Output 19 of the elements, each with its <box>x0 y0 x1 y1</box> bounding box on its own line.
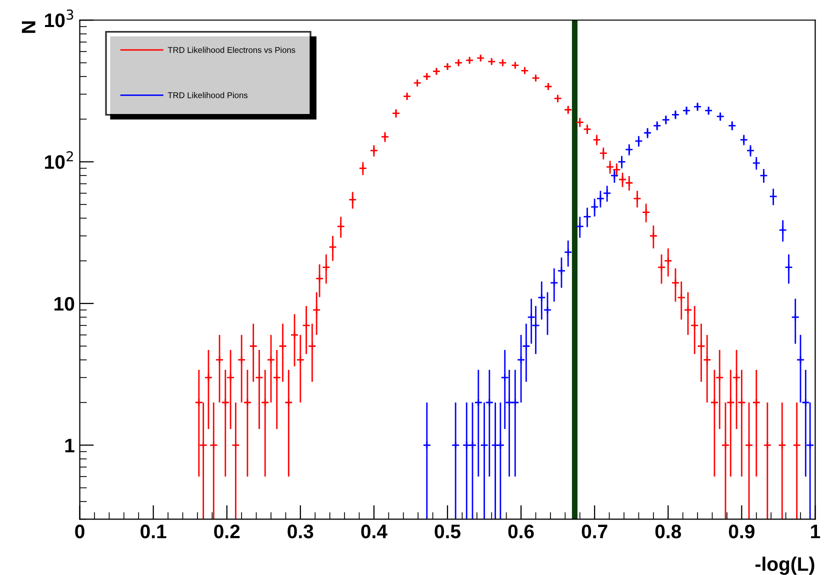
x-tick-label: 0.7 <box>582 524 608 538</box>
x-axis-title: -log(L) <box>756 556 814 575</box>
x-tick-label: 0.8 <box>655 524 682 538</box>
y-axis-title: N <box>22 21 36 33</box>
x-tick-label: 0.9 <box>728 524 754 538</box>
y-tick-label: 1 <box>65 438 74 452</box>
y-tick-label: 10$^{3}$ <box>45 9 74 28</box>
legend-label: TRD Likelihood Electrons vs Pions <box>168 46 296 53</box>
legend-label: TRD Likelihood Pions <box>168 92 248 98</box>
x-tick-label: 0.3 <box>288 524 314 538</box>
x-tick-label: 0.4 <box>361 524 388 538</box>
x-tick-label: 0.2 <box>214 524 240 538</box>
x-tick-label: 1 <box>811 524 820 538</box>
y-tick-label: 10 <box>54 296 74 311</box>
x-tick-label: 0.5 <box>434 524 460 538</box>
x-tick-label: 0.6 <box>508 524 534 538</box>
x-tick-label: 0.1 <box>140 524 166 538</box>
x-tick-label: 0 <box>75 524 84 538</box>
y-tick-label: 10$^{2}$ <box>45 151 73 169</box>
